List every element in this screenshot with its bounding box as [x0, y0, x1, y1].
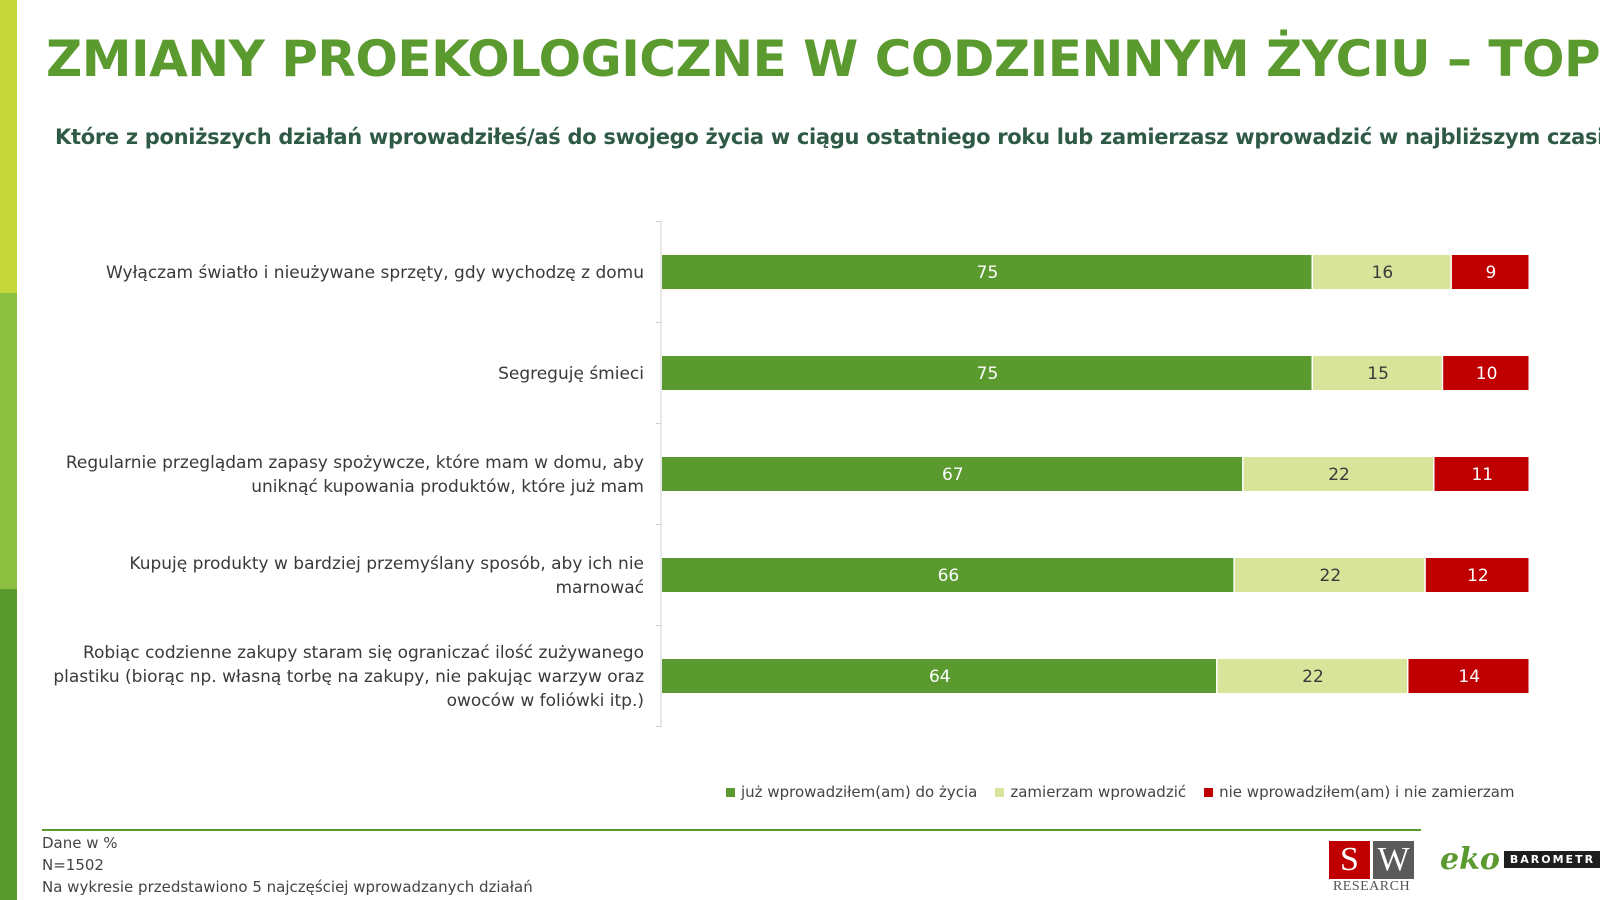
data-label: 12: [1467, 566, 1489, 586]
legend-label-implemented: już wprowadziłem(am) do życia: [741, 783, 978, 801]
footnotes: Dane w % N=1502 Na wykresie przedstawion…: [42, 832, 533, 898]
bar-segment: [662, 356, 1312, 390]
legend-swatch-not-planned: [1204, 787, 1214, 797]
legend-label-not-planned: nie wprowadziłem(am) i nie zamierzam: [1219, 783, 1515, 801]
data-label: 9: [1486, 263, 1497, 283]
category-label: Wyłączam światło i nieużywane sprzęty, g…: [106, 263, 644, 283]
ekobarometr-logo: eko BAROMETR: [1440, 842, 1600, 877]
sw-logo-s: S: [1329, 841, 1370, 879]
note-description: Na wykresie przedstawiono 5 najczęściej …: [42, 878, 533, 896]
data-label: 15: [1367, 364, 1389, 384]
bar-segment: [1451, 255, 1529, 289]
page-title: ZMIANY PROEKOLOGICZNE W CODZIENNYM ŻYCIU…: [46, 30, 1600, 88]
legend-item-not-planned: nie wprowadziłem(am) i nie zamierzam: [1204, 783, 1515, 801]
chart-legend: już wprowadziłem(am) do życia zamierzam …: [726, 783, 1533, 801]
data-label: 16: [1372, 263, 1394, 283]
legend-swatch-implemented: [726, 787, 735, 797]
side-stripe-top: [0, 0, 17, 293]
data-label: 75: [977, 263, 999, 283]
data-label: 67: [942, 465, 964, 485]
data-label: 64: [929, 667, 951, 687]
bar-segment: [1443, 356, 1529, 390]
bar-segment: [662, 255, 1312, 289]
bar-segment: [1434, 457, 1529, 491]
category-label: uniknąć kupowania produktów, które już m…: [251, 477, 644, 497]
category-label: Robiąc codzienne zakupy staram się ogran…: [83, 643, 644, 663]
category-label: Regularnie przeglądam zapasy spożywcze, …: [66, 453, 644, 473]
bar-segment: [662, 457, 1243, 491]
bar-segment: [1408, 659, 1529, 693]
legend-item-planned: zamierzam wprowadzić: [995, 783, 1186, 801]
legend-swatch-planned: [995, 787, 1005, 797]
category-label: plastiku (biorąc np. własną torbę na zak…: [53, 667, 644, 687]
side-stripe-middle: [0, 293, 17, 589]
data-label: 11: [1471, 465, 1493, 485]
bar-segment: [1425, 558, 1529, 592]
data-label: 66: [938, 566, 960, 586]
category-label: Segreguję śmieci: [498, 364, 644, 384]
bar-segment: [662, 659, 1217, 693]
sw-logo-w: W: [1373, 841, 1414, 879]
question-subtitle: Które z poniższych działań wprowadziłeś/…: [55, 125, 1600, 149]
data-label: 22: [1302, 667, 1324, 687]
bar-segment: [1243, 457, 1434, 491]
data-label: 22: [1320, 566, 1342, 586]
footer-divider: [42, 829, 1421, 831]
data-label: 22: [1328, 465, 1350, 485]
legend-item-implemented: już wprowadziłem(am) do życia: [726, 783, 977, 801]
bar-segment: [1234, 558, 1425, 592]
data-label: 14: [1458, 667, 1480, 687]
side-stripe-bottom: [0, 589, 17, 900]
eko-logo-badge: BAROMETR: [1503, 851, 1600, 868]
category-label: Kupuję produkty w bardziej przemyślany s…: [129, 554, 644, 574]
category-label: owoców w foliówki itp.): [447, 691, 644, 711]
sw-research-logo: S W RESEARCH: [1329, 841, 1414, 895]
eko-logo-script: eko: [1440, 842, 1500, 877]
bar-segment: [1217, 659, 1407, 693]
note-data-unit: Dane w %: [42, 834, 118, 852]
sw-logo-subtitle: RESEARCH: [1332, 879, 1411, 894]
data-label: 10: [1476, 364, 1498, 384]
bar-segment: [1313, 255, 1451, 289]
data-label: 75: [977, 364, 999, 384]
note-sample-size: N=1502: [42, 856, 104, 874]
bar-segment: [662, 558, 1234, 592]
bar-segment: [1313, 356, 1442, 390]
side-stripe: [0, 0, 17, 900]
category-label: marnować: [555, 578, 644, 598]
legend-label-planned: zamierzam wprowadzić: [1010, 783, 1187, 801]
